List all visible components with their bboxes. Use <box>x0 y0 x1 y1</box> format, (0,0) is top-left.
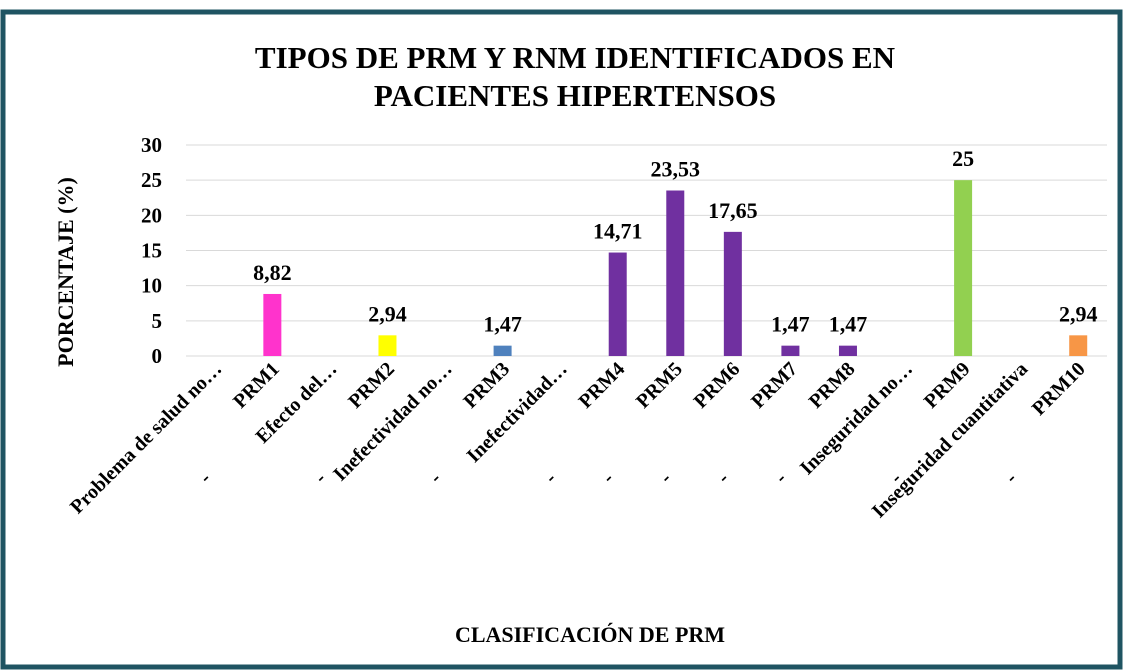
bar <box>781 345 800 356</box>
data-label: 25 <box>952 146 974 171</box>
y-tick-label: 25 <box>141 168 162 192</box>
bar <box>1069 335 1088 356</box>
bar <box>263 293 282 356</box>
x-axis-label: CLASIFICACIÓN DE PRM <box>455 622 725 647</box>
data-label: 1,47 <box>829 312 868 337</box>
data-label: 23,53 <box>651 157 701 182</box>
bar <box>378 335 397 356</box>
y-tick-label: 20 <box>141 203 162 227</box>
data-label: 14,71 <box>593 219 643 244</box>
frame <box>0 9 1123 670</box>
y-axis-label: PORCENTAJE (%) <box>53 177 78 367</box>
bar <box>493 345 512 356</box>
chart-title: TIPOS DE PRM Y RNM IDENTIFICADOS EN <box>255 40 895 75</box>
data-label: 2,94 <box>368 301 407 326</box>
data-label: 2,94 <box>1059 301 1098 326</box>
bar <box>666 190 685 356</box>
y-tick-label: 15 <box>141 239 162 263</box>
y-tick-label: 10 <box>141 274 162 298</box>
data-label: 1,47 <box>483 312 522 337</box>
y-tick-label: 0 <box>152 344 163 368</box>
data-label: 17,65 <box>708 198 758 223</box>
data-label: 8,82 <box>253 260 292 285</box>
y-tick-label: 5 <box>152 309 163 333</box>
bar <box>954 180 973 356</box>
bar <box>723 231 742 356</box>
data-label: 1,47 <box>771 312 810 337</box>
bar <box>608 252 627 356</box>
bar <box>838 345 857 356</box>
chart-title: PACIENTES HIPERTENSOS <box>374 78 776 113</box>
y-tick-label: 30 <box>141 133 162 157</box>
